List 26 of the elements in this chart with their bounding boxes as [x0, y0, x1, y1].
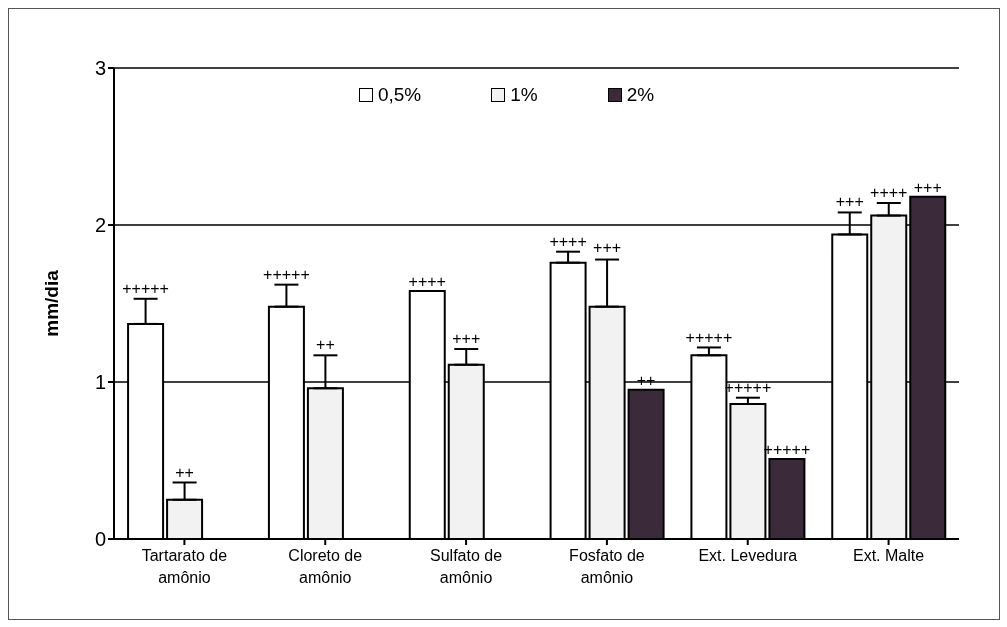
data-label: +++++ [685, 329, 733, 347]
data-label: +++++ [263, 265, 310, 283]
x-tick-label: Cloreto de amônio [288, 547, 363, 586]
x-tick-label: Ext. Levedura [698, 547, 798, 564]
y-tick-label: 1 [94, 371, 106, 394]
legend-label: 1% [510, 84, 538, 106]
x-tick-label: Tartarato de amônio [141, 547, 228, 586]
data-label: +++ [452, 330, 481, 348]
data-label: ++ [175, 463, 194, 481]
x-tick-label: Ext. Malte [853, 547, 925, 564]
x-tick-label: Sulfato de amônio [430, 547, 503, 586]
legend-label: 0,5% [377, 84, 422, 106]
x-tick-label: Fosfato de amônio [569, 547, 645, 586]
y-tick-label: 2 [94, 214, 106, 237]
data-label: +++++ [122, 279, 169, 297]
legend-label: 2% [626, 84, 655, 106]
data-label: ++++ [549, 233, 587, 251]
data-label: +++ [913, 178, 942, 196]
y-axis-title: mm/dia [40, 269, 62, 337]
y-tick-label: 3 [94, 57, 106, 80]
y-tick-label: 0 [94, 528, 106, 551]
data-label: +++ [835, 193, 864, 211]
data-label: ++++ [870, 184, 908, 202]
data-label: ++++ [408, 272, 446, 290]
data-label: +++ [593, 239, 622, 257]
data-label: ++ [316, 335, 335, 353]
